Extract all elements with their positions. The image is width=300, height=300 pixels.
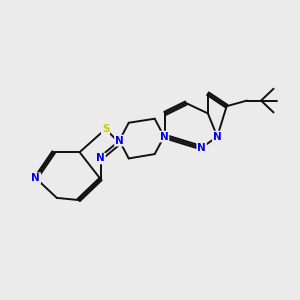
Text: N: N <box>197 143 206 153</box>
Text: N: N <box>160 131 169 142</box>
Text: N: N <box>213 131 222 142</box>
Text: N: N <box>96 153 105 164</box>
Text: S: S <box>102 124 109 134</box>
Text: N: N <box>115 136 124 146</box>
Text: N: N <box>32 173 40 183</box>
